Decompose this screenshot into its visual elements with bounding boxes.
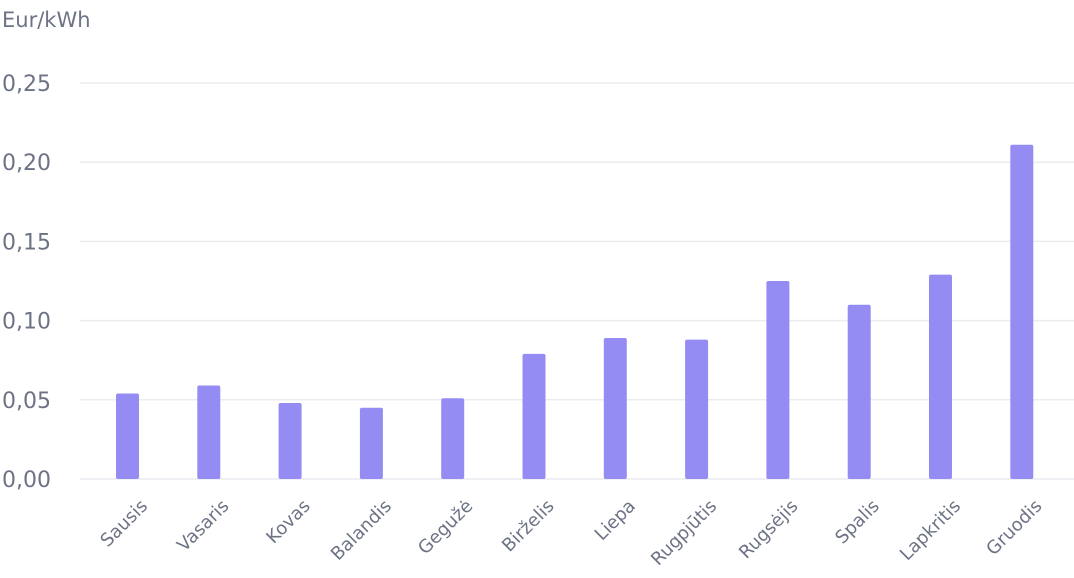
x-tick-label: Liepa	[591, 496, 640, 545]
bar	[197, 385, 221, 479]
bar	[929, 274, 952, 479]
y-tick-label: 0,20	[2, 151, 51, 176]
x-tick-label: Balandis	[327, 496, 396, 565]
bar	[522, 353, 546, 479]
bar	[1010, 144, 1034, 479]
y-axis-label: Eur/kWh	[2, 8, 91, 32]
x-tick-label: Vasaris	[173, 496, 233, 556]
y-tick-label: 0,10	[2, 310, 51, 335]
x-tick-label: Lapkritis	[896, 496, 965, 565]
bar	[603, 338, 627, 479]
bar	[766, 281, 790, 479]
bars	[116, 144, 1034, 479]
x-tick-label: Sausis	[96, 496, 152, 552]
x-tick-label: Gruodis	[982, 496, 1046, 560]
x-tick-label: Gegužė	[414, 496, 477, 559]
y-tick-label: 0,25	[2, 72, 51, 97]
y-axis-ticks: 0,00 0,05 0,10 0,15 0,20 0,25	[2, 72, 51, 493]
y-tick-label: 0,00	[2, 468, 51, 493]
x-tick-label: Birželis	[498, 496, 559, 557]
bar	[359, 407, 383, 479]
bar	[441, 398, 465, 479]
x-axis-ticks: Sausis Vasaris Kovas Balandis Gegužė Birželis…	[96, 496, 1046, 570]
bar	[278, 402, 302, 479]
x-tick-label: Spalis	[831, 496, 884, 549]
bar	[847, 304, 871, 479]
gridlines	[80, 82, 1074, 480]
y-tick-label: 0,05	[2, 389, 51, 414]
x-tick-label: Rugsėjis	[735, 496, 802, 563]
bar	[116, 393, 139, 479]
x-tick-label: Rugpjūtis	[647, 496, 721, 570]
x-tick-label: Kovas	[262, 496, 314, 548]
y-tick-label: 0,15	[2, 230, 51, 255]
bar	[685, 339, 709, 479]
